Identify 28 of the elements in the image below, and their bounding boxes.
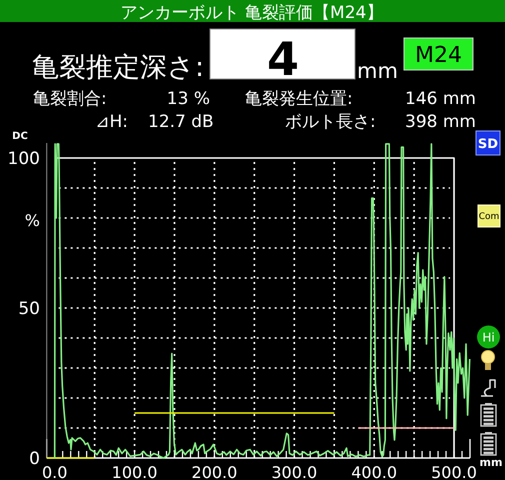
annotation: ボルト長さ: (285, 112, 376, 132)
annotation: M24 (404, 38, 474, 70)
x-tick-label: 0.0 (42, 463, 68, 480)
annotation: 13 % (166, 89, 210, 109)
y-axis-title: % (24, 211, 40, 230)
x-tick-label: 300.0 (271, 463, 318, 480)
x-tick-label: 500.0 (431, 463, 477, 480)
annotation: Com (478, 204, 500, 228)
annotation: ⊿H: (95, 112, 128, 132)
title: アンカーボルト 亀裂評価【M24】 (0, 0, 505, 23)
annotation: 亀裂割合: (33, 89, 107, 109)
y-tick-label: 100 (8, 149, 40, 169)
y-tick-label: 0 (29, 449, 40, 469)
annotation: 146 mm (405, 89, 476, 109)
annotation: Hi (477, 326, 500, 348)
annotation: SD (476, 130, 500, 156)
chart-title: アンカーボルト 亀裂評価【M24】 (120, 3, 384, 23)
x-axis-title: mm (480, 456, 502, 469)
x-tick-label: 100.0 (112, 463, 158, 480)
y-tick-label: 50 (18, 299, 40, 319)
x-tick-label: 200.0 (192, 463, 238, 480)
annotation: 亀裂推定深さ: (32, 52, 204, 83)
annotation: mm (357, 59, 398, 83)
x-tick-label: 400.0 (351, 463, 398, 480)
annotation: 12.7 dB (148, 112, 214, 132)
annotation: 亀裂発生位置: (245, 89, 353, 109)
annotation: DC (12, 131, 28, 142)
annotation: 398 mm (405, 112, 476, 132)
